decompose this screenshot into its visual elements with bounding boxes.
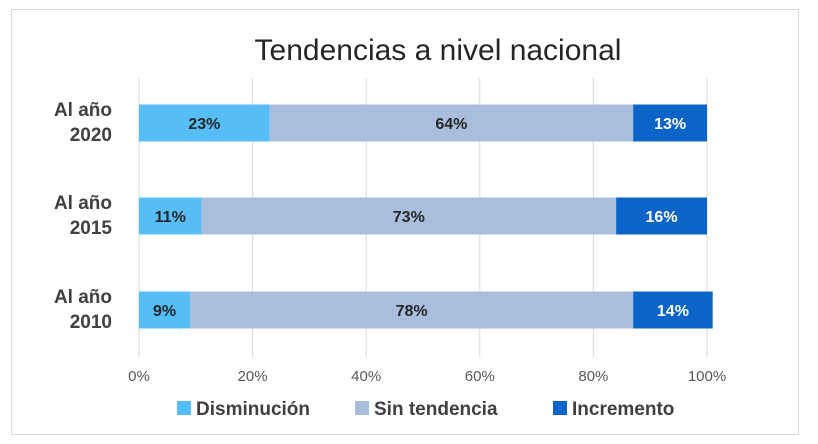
data-label: 73% [393, 209, 425, 226]
legend-label: Incremento [572, 399, 674, 420]
bar-segment [201, 197, 617, 235]
bar-segment [269, 104, 634, 142]
data-label: 11% [155, 209, 186, 226]
bar-segment [633, 291, 713, 329]
legend-label: Disminución [196, 399, 310, 420]
data-label: 64% [435, 116, 467, 133]
data-label: 14% [657, 303, 689, 320]
chart-title: Tendencias a nivel nacional [255, 34, 622, 67]
data-label: 23% [188, 116, 220, 133]
category-label: Al año [54, 287, 112, 308]
legend-label: Sin tendencia [374, 399, 498, 420]
bar-segment [139, 104, 270, 142]
legend-swatch [355, 401, 369, 415]
data-label: 9% [153, 303, 176, 320]
category-label: Al año [54, 193, 112, 214]
category-label: Al año [54, 100, 112, 121]
x-tick-label: 80% [578, 368, 608, 385]
bar-segment [139, 197, 202, 235]
legend-swatch [553, 401, 567, 415]
x-tick-label: 60% [465, 368, 495, 385]
x-tick-label: 20% [238, 368, 268, 385]
category-label: 2010 [70, 312, 112, 333]
category-label: 2020 [70, 125, 112, 146]
bar-segment [139, 291, 191, 329]
bar-segment [616, 197, 707, 235]
legend-swatch [177, 401, 191, 415]
data-label: 16% [646, 209, 678, 226]
data-label: 13% [654, 116, 686, 133]
bar-segment [633, 104, 707, 142]
x-tick-label: 40% [351, 368, 381, 385]
bar-segment [190, 291, 634, 329]
category-label: 2015 [70, 218, 113, 239]
data-label: 78% [396, 303, 428, 320]
x-tick-label: 100% [688, 368, 726, 385]
x-tick-label: 0% [128, 368, 150, 385]
